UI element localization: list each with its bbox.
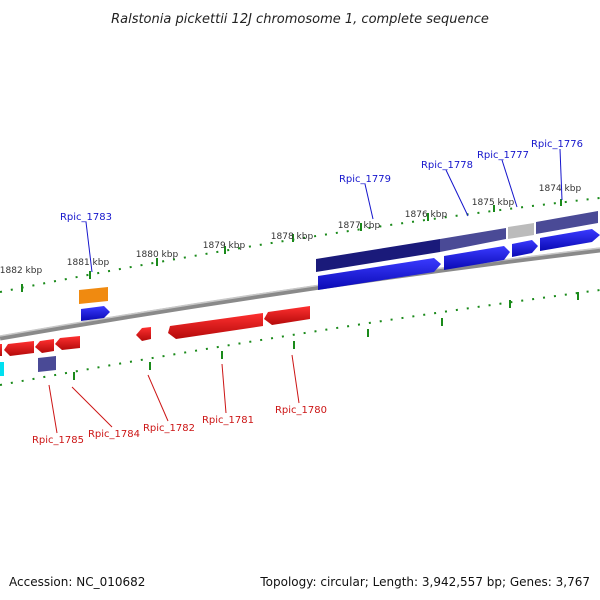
upper-major-ticks [21,199,562,292]
scale-tick-label: 1881 kbp [67,258,110,268]
scale-tick-label: 1875 kbp [472,198,515,208]
gene-label[interactable]: Rpic_1780 [275,405,327,416]
gene-arrow-forward[interactable] [444,246,510,270]
scale-tick-label: 1878 kbp [271,232,314,242]
gene-arrow-reverse[interactable] [35,339,54,353]
scale-tick-label: 1882 kbp [0,266,42,276]
feature-block-orange [79,287,108,304]
gene-arrow-forward[interactable] [512,240,538,257]
gene-label[interactable]: Rpic_1777 [477,150,529,161]
feature-block-navy [316,239,440,272]
genome-summary-text: Topology: circular; Length: 3,942,557 bp… [259,575,590,589]
feature-block-slate [38,356,56,372]
lower-major-ticks [73,292,579,380]
gene-arrow-reverse[interactable] [264,306,310,325]
feature-block-slate [440,228,506,252]
gene-label[interactable]: Rpic_1785 [32,435,84,446]
gene-arrow-forward[interactable] [81,306,110,321]
gene-label[interactable]: Rpic_1784 [88,429,140,440]
gene-arrow-reverse[interactable] [0,344,2,356]
gene-label[interactable]: Rpic_1776 [531,139,583,150]
forward-genes [81,229,600,321]
chromosome-highlight [0,247,600,337]
forward-gene-labels: Rpic_1776 Rpic_1777 Rpic_1778 Rpic_1779 … [60,139,583,223]
gene-label[interactable]: Rpic_1782 [143,423,195,434]
accession-text: Accession: NC_010682 [9,575,145,589]
feature-band [0,211,598,376]
feature-block-cyan [0,362,4,376]
scale-tick-label: 1874 kbp [539,184,582,194]
gene-arrow-forward[interactable] [318,258,441,290]
scale-labels: 1874 kbp 1875 kbp 1876 kbp 1877 kbp 1878… [0,184,581,276]
feature-block-slate [536,211,598,234]
gene-arrow-forward[interactable] [540,229,600,251]
scale-tick-label: 1876 kbp [405,210,448,220]
reverse-callouts [48,354,300,434]
gene-label[interactable]: Rpic_1781 [202,415,254,426]
scale-tick-label: 1879 kbp [203,241,246,251]
gene-arrow-reverse[interactable] [136,327,151,341]
feature-block-gray [508,223,534,239]
gene-label[interactable]: Rpic_1783 [60,212,112,223]
gene-label[interactable]: Rpic_1778 [421,160,473,171]
map-title: Ralstonia pickettii 12J chromosome 1, co… [111,12,489,27]
gene-arrow-reverse[interactable] [4,341,34,356]
forward-callouts [85,148,563,273]
gene-arrow-reverse[interactable] [55,336,80,350]
scale-tick-label: 1880 kbp [136,250,179,260]
reverse-genes [0,306,310,356]
reverse-gene-labels: Rpic_1780 Rpic_1781 Rpic_1782 Rpic_1784 … [32,405,327,446]
chromosome-backbone [0,247,600,341]
gene-arrow-reverse[interactable] [168,313,263,339]
scale-tick-label: 1877 kbp [338,221,381,231]
gene-label[interactable]: Rpic_1779 [339,174,391,185]
